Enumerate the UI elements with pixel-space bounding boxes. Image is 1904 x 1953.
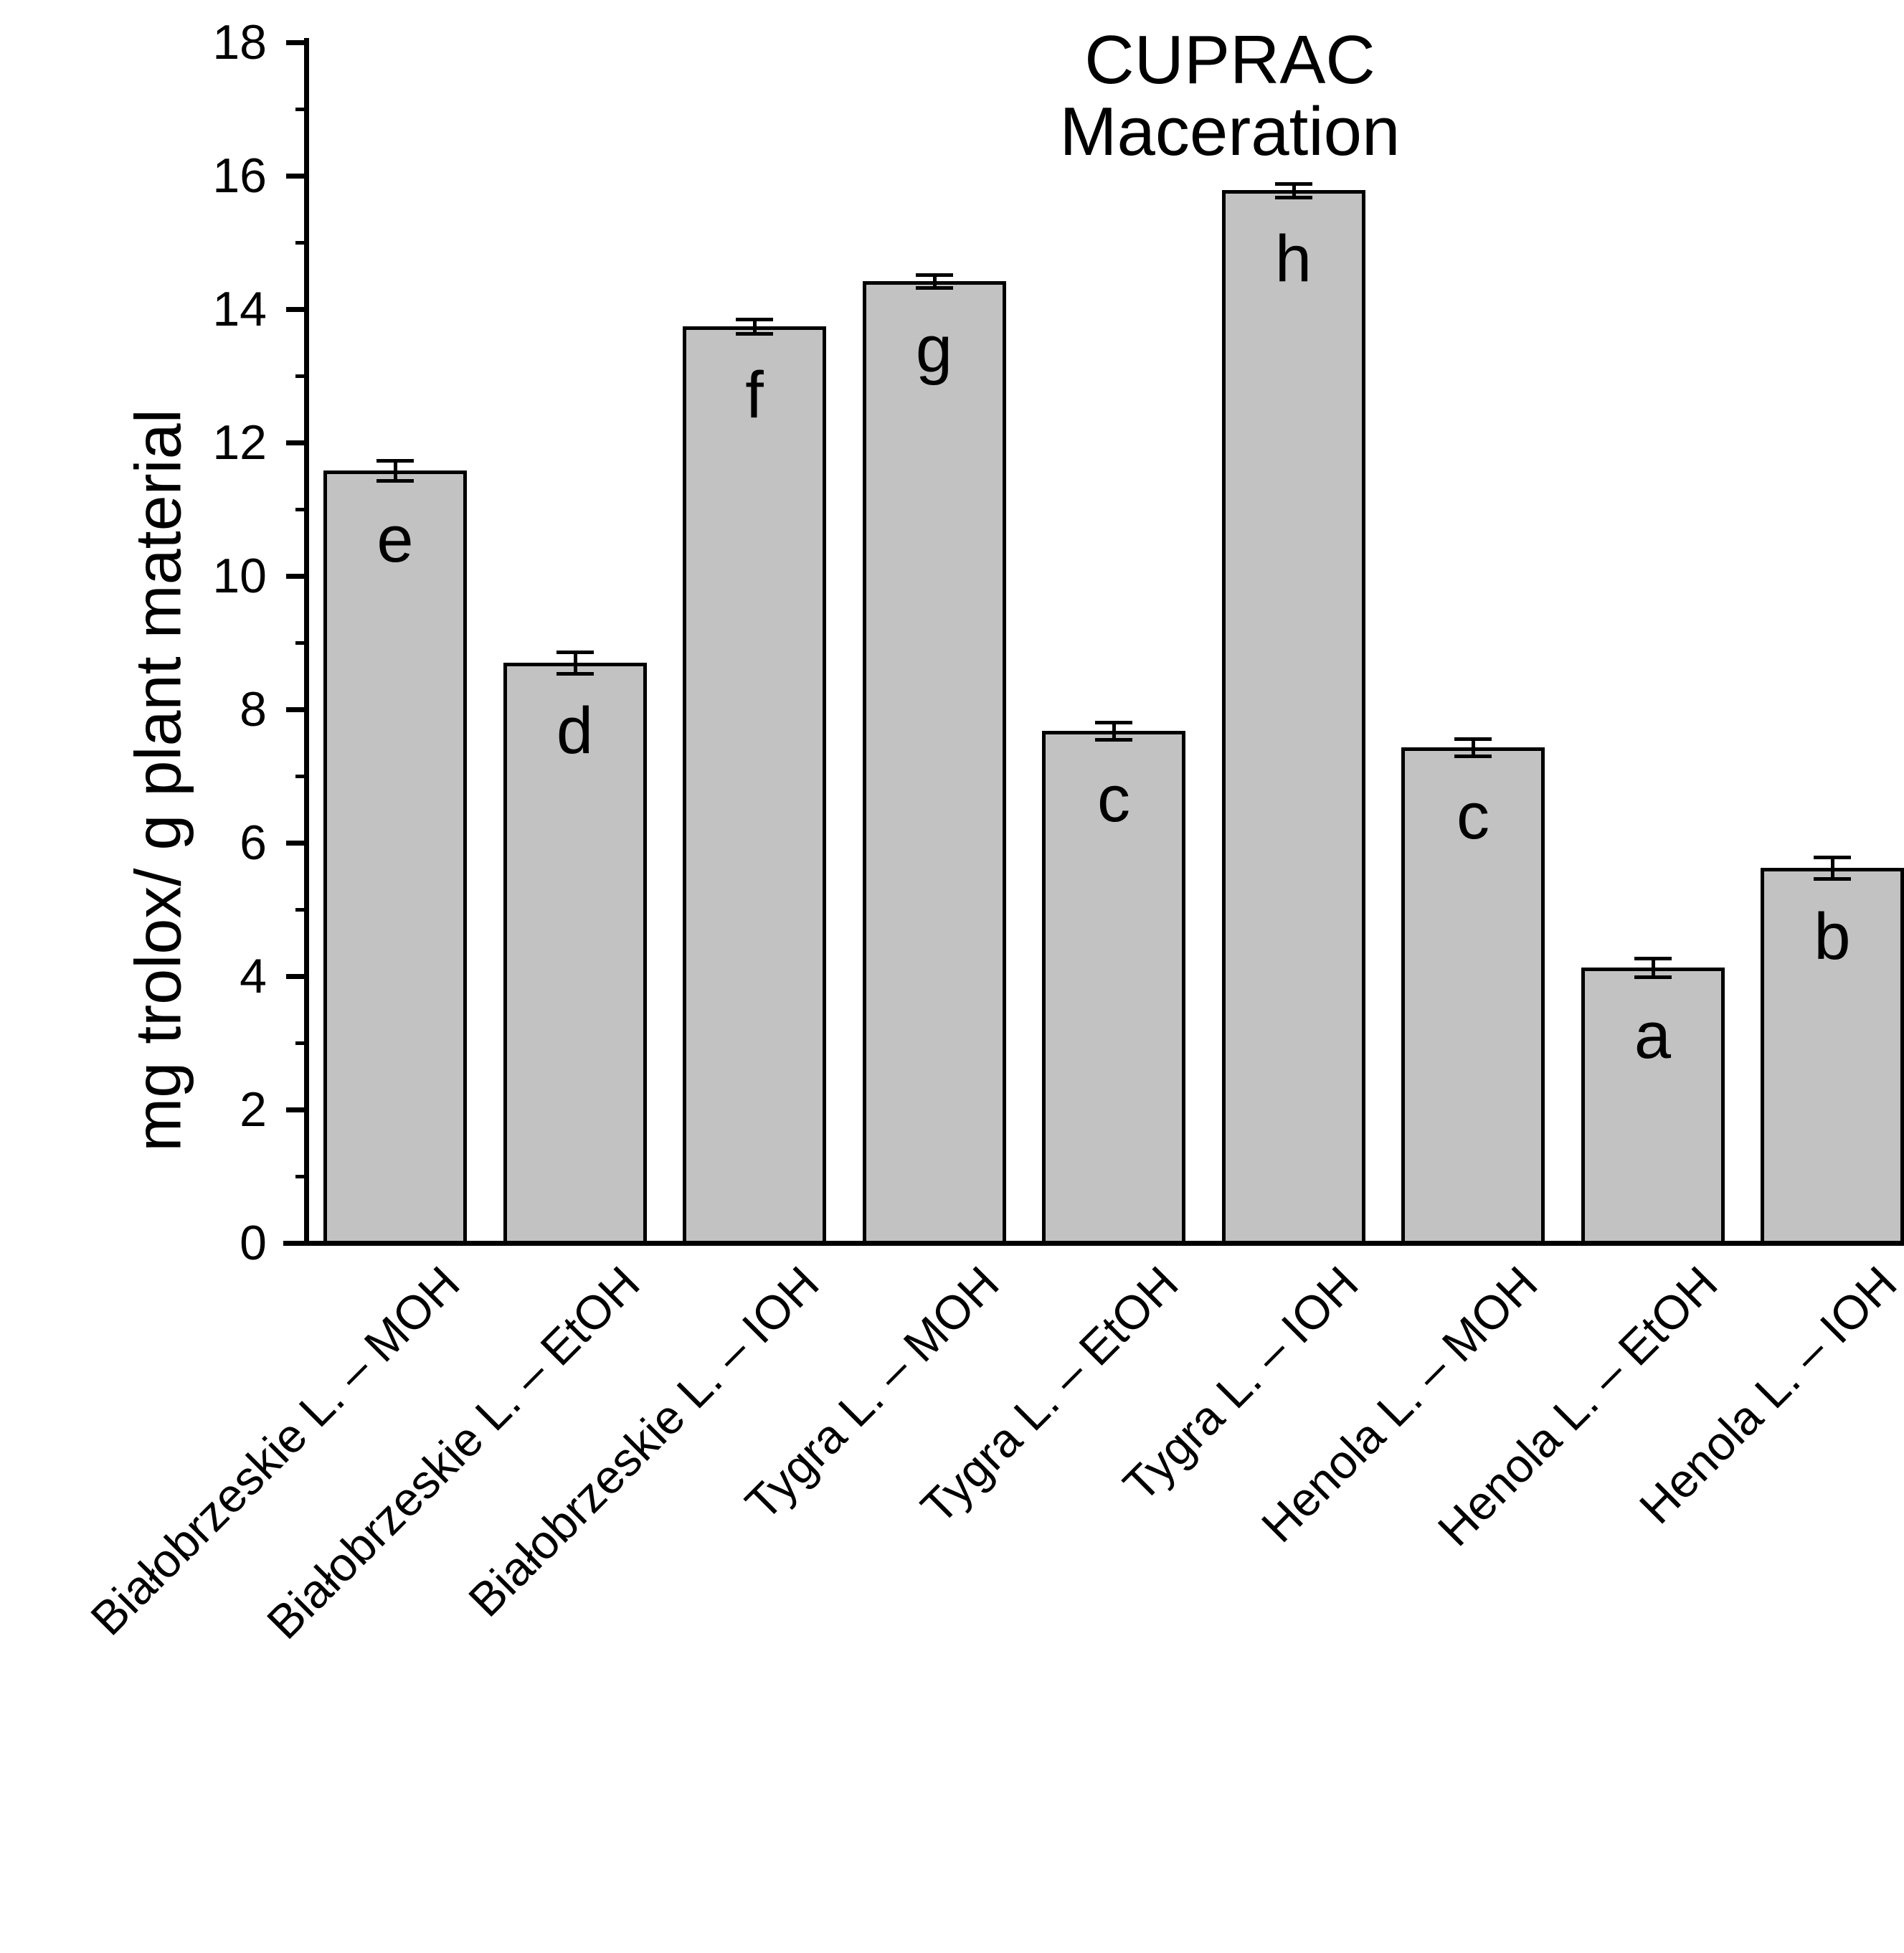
y-minor-tick bbox=[295, 508, 309, 511]
x-category-label: Tygra L. – EtOH bbox=[910, 1256, 1188, 1534]
y-major-tick bbox=[286, 574, 309, 579]
y-tick-label: 4 bbox=[240, 949, 267, 1003]
error-bar-line bbox=[394, 460, 397, 481]
x-category-label: Henola L. – IOH bbox=[1629, 1256, 1904, 1534]
y-tick-label: 8 bbox=[240, 682, 267, 737]
x-category-label: Białobrzeskie L. – IOH bbox=[458, 1256, 829, 1627]
y-major-tick bbox=[286, 1107, 309, 1112]
x-category-label: Tygra L. – IOH bbox=[1112, 1256, 1368, 1512]
y-major-tick bbox=[286, 707, 309, 712]
chart-title: CUPRAC bbox=[1084, 22, 1375, 98]
error-bar-cap bbox=[736, 317, 773, 321]
error-bar-cap bbox=[556, 671, 594, 676]
chart-subtitle: Maceration bbox=[1059, 93, 1401, 170]
x-category-label: Henola L. – EtOH bbox=[1427, 1256, 1728, 1556]
y-tick-label: 16 bbox=[212, 148, 267, 203]
error-bar-line bbox=[1831, 857, 1834, 879]
y-minor-tick bbox=[295, 241, 309, 245]
significance-letter: a bbox=[1634, 999, 1672, 1073]
significance-letter: e bbox=[376, 502, 414, 576]
y-axis-label: mg trolox/ g plant material bbox=[123, 409, 195, 1152]
y-major-tick bbox=[286, 440, 309, 445]
x-category-label: Henola L. – MOH bbox=[1251, 1256, 1548, 1553]
significance-letter: g bbox=[915, 313, 953, 387]
bar bbox=[862, 280, 1006, 1246]
error-bar-cap bbox=[1634, 975, 1672, 979]
bar bbox=[1042, 730, 1185, 1246]
error-bar-cap bbox=[736, 332, 773, 336]
error-bar-line bbox=[932, 274, 937, 288]
y-tick-label: 0 bbox=[240, 1216, 267, 1270]
error-bar-cap bbox=[1274, 182, 1312, 186]
significance-letter: c bbox=[1097, 762, 1130, 836]
y-major-tick bbox=[286, 40, 309, 45]
error-bar-cap bbox=[915, 273, 953, 277]
error-bar-line bbox=[1292, 184, 1296, 197]
y-tick-label: 10 bbox=[212, 549, 267, 603]
error-bar-cap bbox=[1634, 956, 1672, 960]
error-bar-cap bbox=[376, 479, 414, 483]
y-minor-tick bbox=[295, 641, 309, 645]
error-bar-cap bbox=[1095, 720, 1132, 724]
bar bbox=[1221, 190, 1365, 1246]
error-bar-cap bbox=[1814, 877, 1851, 881]
error-bar-cap bbox=[915, 286, 953, 290]
y-tick-label: 18 bbox=[212, 15, 267, 70]
error-bar-cap bbox=[556, 651, 594, 655]
error-bar-cap bbox=[1095, 737, 1132, 742]
error-bar-cap bbox=[1814, 856, 1851, 860]
x-category-label: Tygra L. – MOH bbox=[734, 1256, 1009, 1530]
y-minor-tick bbox=[295, 908, 309, 912]
y-minor-tick bbox=[295, 1175, 309, 1178]
significance-letter: h bbox=[1274, 222, 1312, 295]
significance-letter: d bbox=[556, 694, 594, 768]
y-tick-label: 6 bbox=[240, 815, 267, 870]
bar bbox=[323, 470, 467, 1246]
y-major-tick bbox=[286, 974, 309, 979]
y-minor-tick bbox=[295, 374, 309, 378]
y-major-tick bbox=[286, 174, 309, 179]
error-bar-cap bbox=[1454, 755, 1492, 759]
error-bar-line bbox=[573, 652, 577, 673]
significance-letter: f bbox=[745, 358, 764, 432]
error-bar-cap bbox=[1454, 737, 1492, 741]
chart-title-block: CUPRAC Maceration bbox=[1060, 24, 1401, 168]
error-bar-cap bbox=[1274, 195, 1312, 199]
error-bar-line bbox=[1472, 738, 1475, 757]
y-major-tick bbox=[286, 841, 309, 846]
y-minor-tick bbox=[295, 108, 309, 111]
y-tick-label: 14 bbox=[212, 282, 267, 336]
error-bar-line bbox=[753, 318, 757, 334]
error-bar-cap bbox=[376, 459, 414, 463]
y-major-tick bbox=[286, 307, 309, 312]
x-axis-line bbox=[283, 1241, 1904, 1246]
y-tick-label: 2 bbox=[240, 1082, 267, 1137]
significance-letter: c bbox=[1457, 779, 1489, 853]
y-minor-tick bbox=[295, 1041, 309, 1045]
bar bbox=[503, 662, 647, 1246]
significance-letter: b bbox=[1814, 899, 1851, 973]
y-minor-tick bbox=[295, 775, 309, 778]
bar bbox=[683, 326, 826, 1246]
y-tick-label: 12 bbox=[212, 415, 267, 470]
bar-chart-figure: CUPRAC Maceration mg trolox/ g plant mat… bbox=[80, 15, 1904, 1649]
y-axis-line bbox=[304, 38, 309, 1246]
bar bbox=[1761, 868, 1904, 1246]
error-bar-line bbox=[1112, 722, 1116, 739]
error-bar-line bbox=[1651, 957, 1655, 977]
